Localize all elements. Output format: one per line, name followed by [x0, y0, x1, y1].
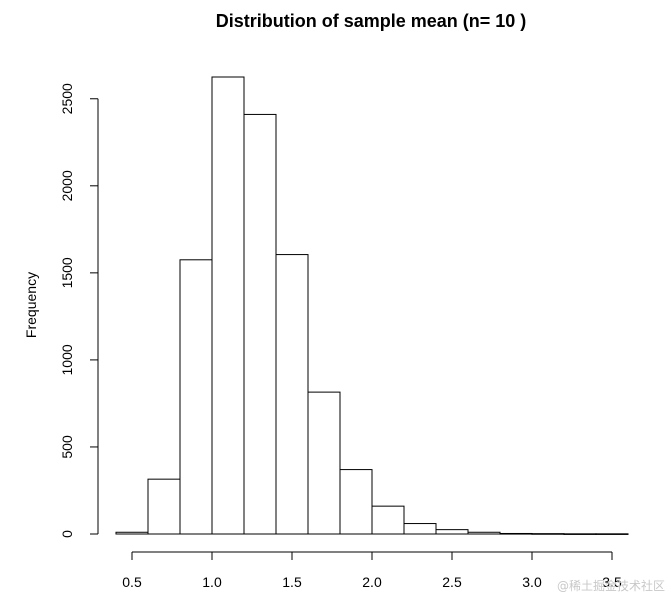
y-tick-label: 2500 — [59, 83, 75, 114]
y-tick-label: 0 — [59, 530, 75, 538]
histogram-bars — [115, 76, 629, 535]
histogram-bar — [339, 469, 373, 535]
histogram-bar — [179, 259, 213, 535]
x-tick-label: 0.5 — [122, 574, 142, 590]
histogram-bar — [531, 533, 565, 535]
y-axis-label: Frequency — [23, 272, 39, 338]
y-tick-label: 1000 — [59, 344, 75, 375]
x-tick-label: 1.0 — [202, 574, 222, 590]
histogram-bar — [563, 533, 597, 535]
histogram-bar — [115, 531, 149, 535]
x-tick-label: 2.5 — [442, 574, 462, 590]
x-tick-label: 1.5 — [282, 574, 302, 590]
histogram-bar — [243, 113, 277, 535]
histogram-bar — [435, 529, 469, 535]
y-tick-label: 2000 — [59, 170, 75, 201]
x-tick-label: 3.0 — [522, 574, 542, 590]
watermark-text: @稀土掘金技术社区 — [556, 579, 665, 593]
histogram-bar — [403, 523, 437, 535]
histogram-bar — [211, 76, 245, 535]
histogram-bar — [595, 533, 629, 535]
histogram-bar — [147, 478, 181, 535]
y-tick-label: 1500 — [59, 257, 75, 288]
x-tick-label: 3.5 — [602, 574, 622, 590]
histogram-bar — [371, 505, 405, 535]
histogram-bar — [275, 254, 309, 535]
histogram-bar — [307, 391, 341, 535]
y-axis: 0 500 1000 1500 2000 2500 — [59, 83, 99, 538]
x-tick-label: 2.0 — [362, 574, 382, 590]
histogram-bar — [467, 531, 501, 535]
histogram-bar — [499, 532, 533, 535]
y-tick-label: 500 — [59, 435, 75, 459]
x-axis: 0.5 1.0 1.5 2.0 2.5 3.0 3.5 — [122, 551, 622, 590]
chart-title: Distribution of sample mean (n= 10 ) — [216, 11, 527, 31]
